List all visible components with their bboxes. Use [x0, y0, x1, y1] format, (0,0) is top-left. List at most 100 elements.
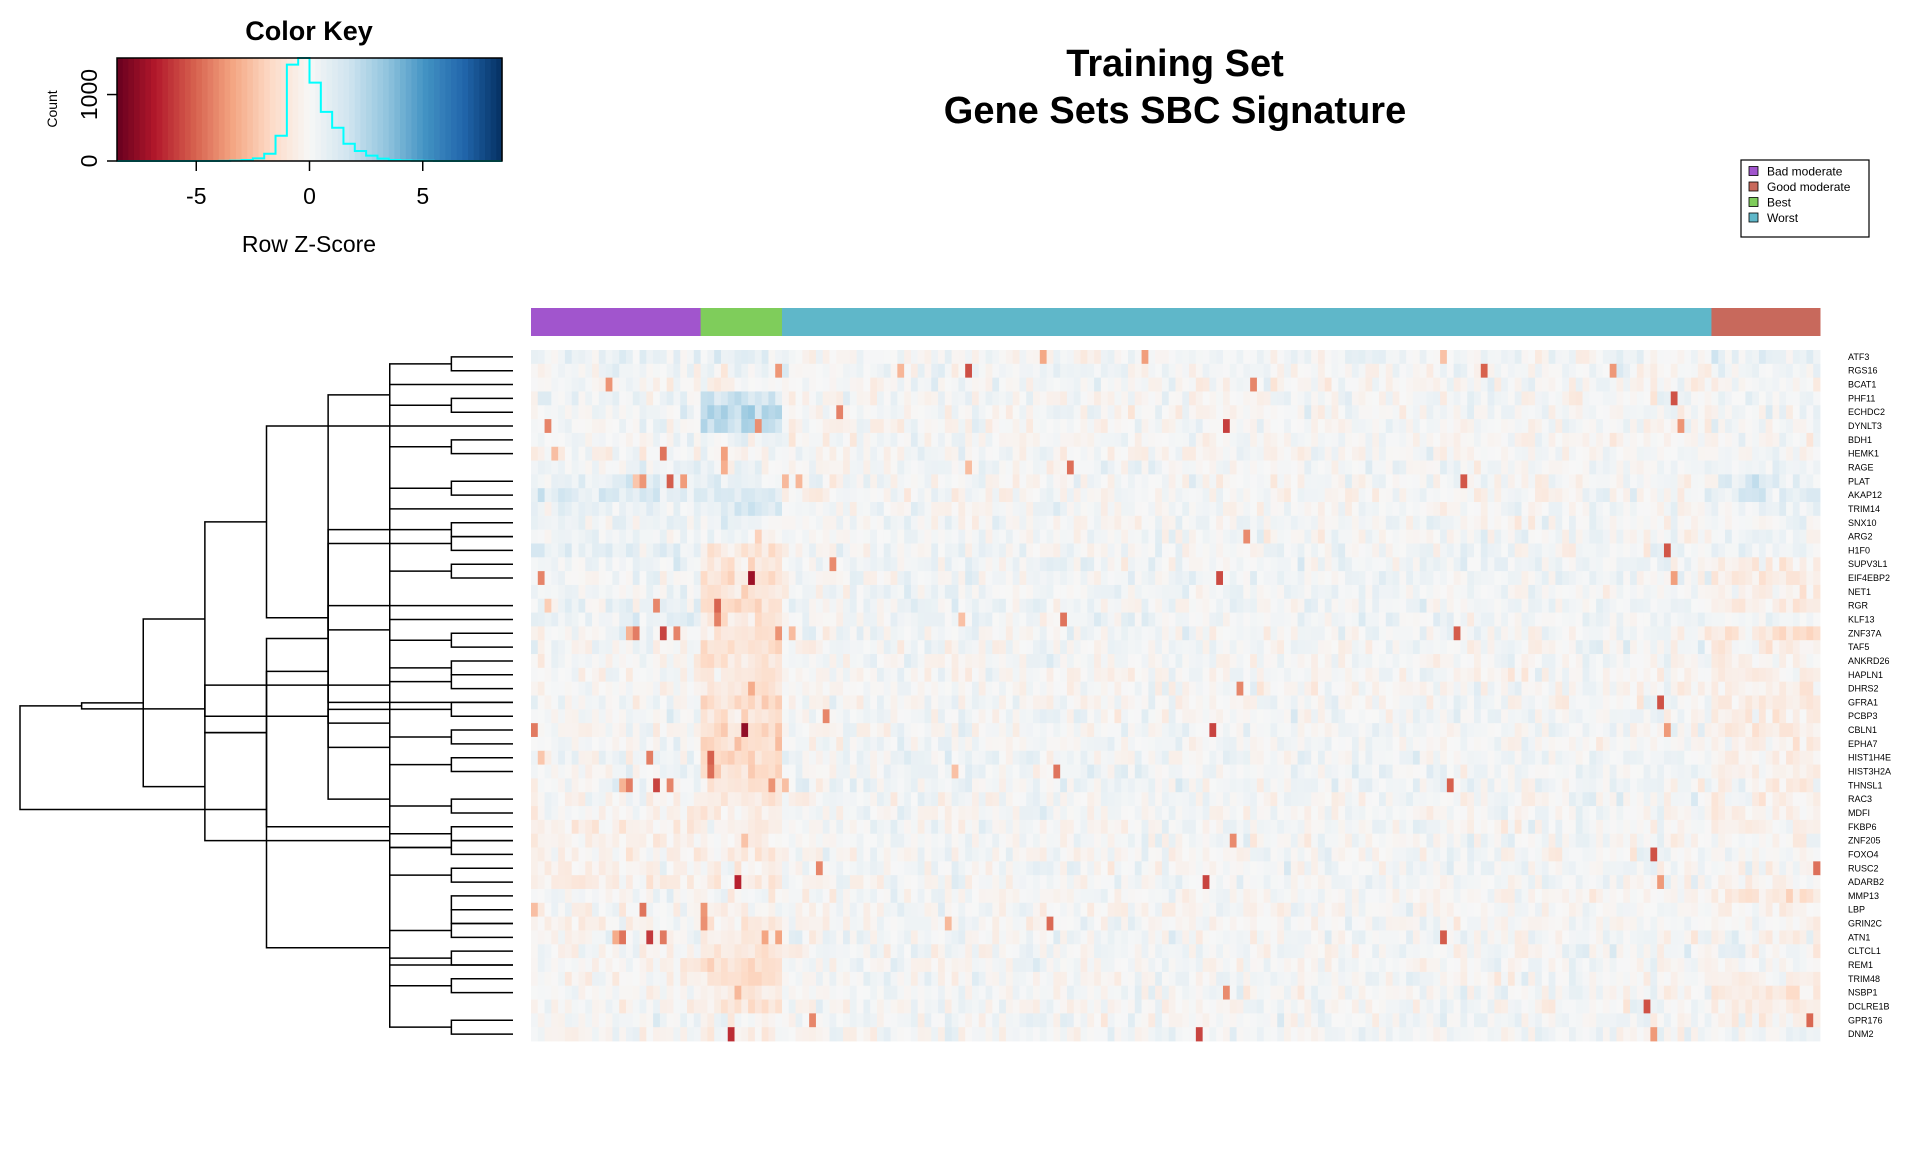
heatmap-cell — [531, 654, 539, 669]
heatmap-cell — [815, 557, 824, 572]
heatmap-cell — [1752, 584, 1760, 600]
heatmap-cell — [1243, 571, 1251, 586]
heatmap-cell — [917, 529, 925, 544]
heatmap-cell — [714, 363, 722, 379]
heatmap-cell — [1195, 446, 1204, 461]
heatmap-cell — [1806, 460, 1814, 475]
heatmap-cell — [1399, 515, 1407, 531]
heatmap-cell — [965, 654, 973, 669]
heatmap-cell — [551, 405, 559, 420]
heatmap-cell — [1202, 377, 1210, 392]
heatmap-cell — [1765, 529, 1773, 544]
heatmap-cell — [992, 543, 1000, 558]
heatmap-cell — [564, 681, 573, 696]
heatmap-cell — [1148, 446, 1156, 461]
legend-frame — [1740, 159, 1870, 238]
heatmap-cell — [1087, 667, 1095, 683]
heatmap-cell — [788, 460, 796, 475]
heatmap-cell — [1392, 681, 1400, 696]
heatmap-cell — [1433, 446, 1441, 461]
heatmap-cell — [1189, 598, 1197, 613]
heatmap-cell — [1474, 488, 1482, 503]
heatmap-cell — [1636, 557, 1645, 572]
heatmap-cell — [1270, 571, 1278, 586]
heatmap-cell — [578, 377, 586, 392]
heatmap-cell — [1175, 432, 1183, 448]
heatmap-cell — [1636, 612, 1645, 627]
heatmap-cell — [1745, 502, 1753, 517]
heatmap-cell — [1731, 460, 1739, 475]
heatmap-cell — [890, 446, 898, 461]
heatmap-cell — [741, 350, 749, 365]
heatmap-cell — [693, 350, 702, 365]
heatmap-cell — [1256, 515, 1265, 531]
heatmap-cell — [1385, 626, 1393, 641]
heatmap-cell — [1731, 391, 1739, 406]
heatmap-cell — [1053, 529, 1061, 544]
heatmap-cell — [537, 515, 545, 531]
heatmap-cell — [558, 502, 566, 517]
heatmap-cell — [1094, 681, 1102, 696]
heatmap-cell — [1066, 681, 1075, 696]
heatmap-cell — [1616, 377, 1624, 392]
heatmap-cell — [931, 612, 939, 627]
heatmap-cell — [1148, 515, 1156, 531]
heatmap-cell — [1345, 626, 1353, 641]
heatmap-cell — [1772, 474, 1780, 489]
color-key-swatch — [479, 58, 486, 161]
heatmap-cell — [924, 446, 932, 461]
heatmap-cell — [1480, 612, 1488, 627]
heatmap-cell — [734, 529, 742, 544]
heatmap-cell — [938, 515, 946, 531]
heatmap-cell — [1216, 543, 1224, 558]
heatmap-cell — [693, 598, 702, 613]
heatmap-cell — [1419, 419, 1427, 434]
heatmap-cell — [1406, 515, 1414, 531]
heatmap-cell — [768, 681, 776, 696]
heatmap-cell — [1304, 598, 1312, 613]
heatmap-cell — [1284, 363, 1292, 379]
heatmap-cell — [1786, 654, 1794, 669]
heatmap-cell — [843, 626, 851, 641]
heatmap-cell — [958, 640, 966, 655]
heatmap-cell — [910, 363, 919, 379]
heatmap-cell — [1331, 640, 1339, 655]
heatmap-cell — [544, 571, 552, 586]
heatmap-cell — [795, 432, 803, 448]
heatmap-cell — [761, 640, 769, 655]
heatmap-cell — [1263, 474, 1271, 489]
heatmap-cell — [1758, 584, 1767, 600]
heatmap-cell — [1684, 515, 1692, 531]
heatmap-cell — [1731, 557, 1739, 572]
heatmap-cell — [1073, 695, 1081, 710]
heatmap-cell — [992, 488, 1000, 503]
heatmap-cell — [1005, 598, 1014, 613]
heatmap-cell — [1033, 695, 1041, 710]
heatmap-cell — [883, 391, 891, 406]
heatmap-cell — [1134, 446, 1142, 461]
color-key-swatch — [473, 58, 480, 161]
heatmap-cell — [822, 529, 830, 544]
heatmap-cell — [1548, 571, 1556, 586]
heatmap-cell — [1575, 681, 1583, 696]
heatmap-cell — [1128, 515, 1136, 531]
heatmap-cell — [1433, 598, 1441, 613]
heatmap-cell — [802, 612, 810, 627]
heatmap-cell — [971, 640, 980, 655]
heatmap-cell — [1168, 667, 1176, 683]
heatmap-cell — [951, 695, 959, 710]
heatmap-cell — [856, 681, 864, 696]
heatmap-cell — [605, 405, 613, 420]
heatmap-cell — [1487, 571, 1495, 586]
heatmap-cell — [1697, 350, 1706, 365]
heatmap-cell — [1399, 405, 1407, 420]
heatmap-cell — [1691, 681, 1699, 696]
heatmap-cell — [761, 350, 769, 365]
heatmap-cell — [1419, 557, 1427, 572]
color-key-title: Color Key — [245, 16, 373, 46]
heatmap-cell — [1005, 681, 1014, 696]
color-key-swatch — [173, 58, 180, 161]
heatmap-cell — [632, 474, 640, 489]
heatmap-cell — [1725, 626, 1733, 641]
heatmap-cell — [1060, 529, 1068, 544]
